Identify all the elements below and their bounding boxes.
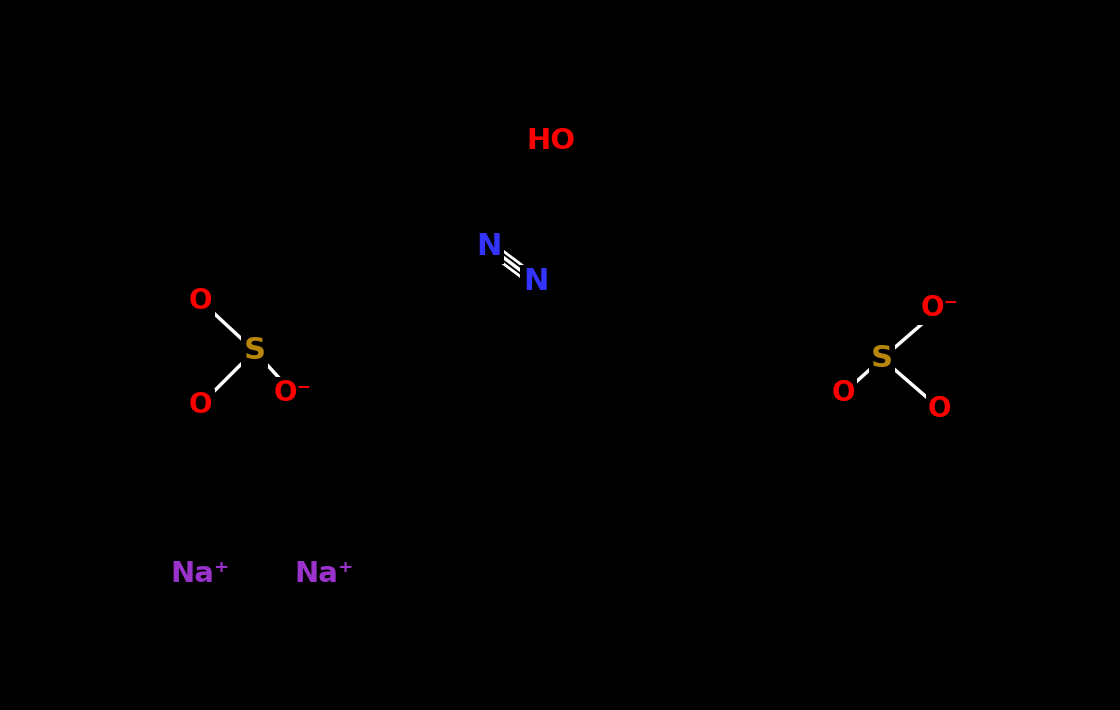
- Text: N: N: [477, 232, 502, 261]
- Text: O: O: [832, 379, 856, 408]
- Text: O: O: [189, 287, 213, 315]
- Text: S: S: [871, 344, 893, 373]
- Text: HO: HO: [526, 126, 576, 155]
- Text: N: N: [523, 267, 548, 296]
- Text: O: O: [928, 395, 952, 422]
- Text: O⁻: O⁻: [274, 379, 312, 408]
- Text: Na⁺: Na⁺: [295, 560, 354, 588]
- Text: O: O: [189, 391, 213, 419]
- Text: O⁻: O⁻: [921, 295, 959, 322]
- Text: S: S: [243, 337, 265, 366]
- Text: Na⁺: Na⁺: [171, 560, 231, 588]
